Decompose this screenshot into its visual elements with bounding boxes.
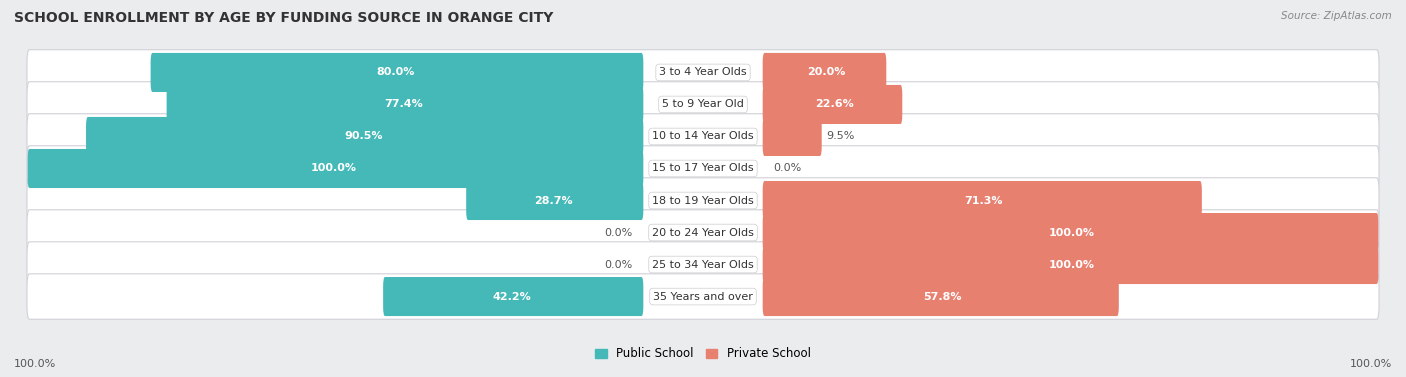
FancyBboxPatch shape <box>166 85 644 124</box>
Text: 0.0%: 0.0% <box>773 164 801 173</box>
FancyBboxPatch shape <box>27 242 1379 287</box>
Text: 77.4%: 77.4% <box>384 100 423 109</box>
FancyBboxPatch shape <box>467 181 644 220</box>
Legend: Public School, Private School: Public School, Private School <box>595 347 811 360</box>
Text: 100.0%: 100.0% <box>1049 227 1095 238</box>
Text: SCHOOL ENROLLMENT BY AGE BY FUNDING SOURCE IN ORANGE CITY: SCHOOL ENROLLMENT BY AGE BY FUNDING SOUR… <box>14 11 554 25</box>
FancyBboxPatch shape <box>762 213 1378 252</box>
Text: 5 to 9 Year Old: 5 to 9 Year Old <box>662 100 744 109</box>
Text: 100.0%: 100.0% <box>1350 359 1392 369</box>
Text: 80.0%: 80.0% <box>377 67 415 77</box>
Text: 0.0%: 0.0% <box>605 227 633 238</box>
Text: 15 to 17 Year Olds: 15 to 17 Year Olds <box>652 164 754 173</box>
FancyBboxPatch shape <box>27 178 1379 223</box>
Text: 100.0%: 100.0% <box>14 359 56 369</box>
Text: 71.3%: 71.3% <box>965 196 1002 205</box>
FancyBboxPatch shape <box>28 149 644 188</box>
FancyBboxPatch shape <box>762 181 1202 220</box>
FancyBboxPatch shape <box>27 82 1379 127</box>
FancyBboxPatch shape <box>27 146 1379 191</box>
FancyBboxPatch shape <box>86 117 644 156</box>
Text: 0.0%: 0.0% <box>605 259 633 270</box>
FancyBboxPatch shape <box>762 85 903 124</box>
Text: 25 to 34 Year Olds: 25 to 34 Year Olds <box>652 259 754 270</box>
Text: 35 Years and over: 35 Years and over <box>652 291 754 302</box>
FancyBboxPatch shape <box>762 53 886 92</box>
Text: 10 to 14 Year Olds: 10 to 14 Year Olds <box>652 132 754 141</box>
Text: 90.5%: 90.5% <box>344 132 382 141</box>
Text: 42.2%: 42.2% <box>492 291 531 302</box>
Text: 20 to 24 Year Olds: 20 to 24 Year Olds <box>652 227 754 238</box>
Text: 20.0%: 20.0% <box>807 67 845 77</box>
FancyBboxPatch shape <box>762 277 1119 316</box>
Text: 9.5%: 9.5% <box>827 132 855 141</box>
FancyBboxPatch shape <box>150 53 644 92</box>
FancyBboxPatch shape <box>382 277 644 316</box>
FancyBboxPatch shape <box>762 245 1378 284</box>
Text: 28.7%: 28.7% <box>534 196 572 205</box>
Text: 18 to 19 Year Olds: 18 to 19 Year Olds <box>652 196 754 205</box>
Text: 100.0%: 100.0% <box>311 164 357 173</box>
Text: 57.8%: 57.8% <box>922 291 962 302</box>
FancyBboxPatch shape <box>27 274 1379 319</box>
FancyBboxPatch shape <box>762 117 821 156</box>
Text: 3 to 4 Year Olds: 3 to 4 Year Olds <box>659 67 747 77</box>
FancyBboxPatch shape <box>27 114 1379 159</box>
Text: Source: ZipAtlas.com: Source: ZipAtlas.com <box>1281 11 1392 21</box>
FancyBboxPatch shape <box>27 50 1379 95</box>
FancyBboxPatch shape <box>27 210 1379 255</box>
Text: 22.6%: 22.6% <box>814 100 853 109</box>
Text: 100.0%: 100.0% <box>1049 259 1095 270</box>
